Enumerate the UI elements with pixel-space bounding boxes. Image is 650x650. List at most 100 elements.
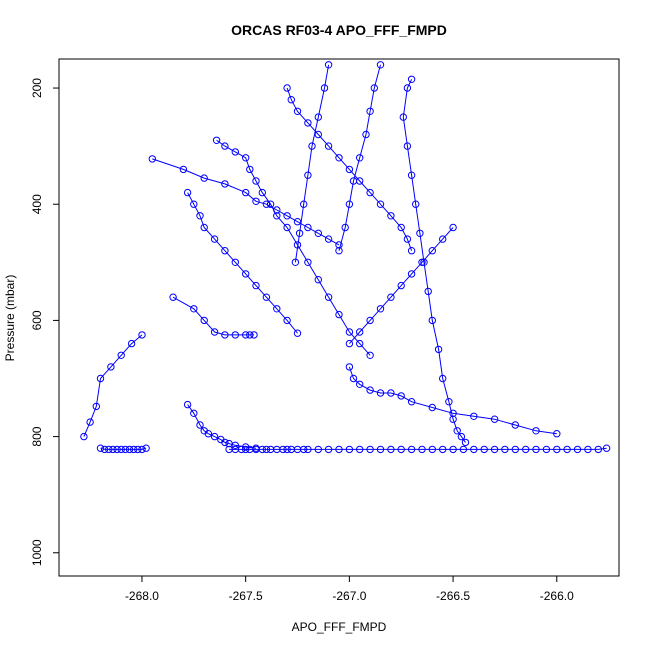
data-point: [532, 445, 540, 454]
data-point: [169, 293, 177, 301]
data-point: [335, 247, 343, 255]
series-12: [183, 400, 260, 452]
data-point: [86, 418, 94, 426]
data-point: [407, 445, 416, 454]
series-1: [80, 331, 146, 441]
data-point: [314, 229, 322, 238]
data-point: [356, 328, 364, 336]
data-point: [283, 84, 291, 92]
data-point: [335, 445, 343, 454]
data-point: [300, 200, 308, 208]
data-point: [117, 351, 125, 359]
data-point: [324, 235, 333, 243]
data-point: [304, 445, 312, 454]
data-point: [204, 430, 213, 438]
data-point: [314, 130, 322, 139]
data-point: [300, 445, 308, 454]
data-point: [407, 247, 416, 255]
data-point: [283, 445, 291, 454]
data-point: [324, 445, 333, 454]
data-point: [366, 351, 374, 359]
data-point: [356, 445, 364, 454]
data-point: [134, 445, 142, 454]
data-point: [200, 174, 208, 182]
data-point: [356, 380, 364, 388]
data-point: [121, 445, 130, 454]
data-point: [602, 444, 611, 452]
data-point: [142, 444, 150, 452]
data-point: [242, 445, 250, 454]
data-point: [314, 445, 322, 454]
data-point: [320, 84, 329, 92]
data-point: [370, 84, 378, 92]
data-point: [283, 316, 291, 325]
data-point: [428, 445, 436, 454]
data-point: [428, 316, 436, 325]
data-point: [258, 188, 266, 197]
data-point: [113, 445, 121, 454]
data-point: [283, 223, 291, 232]
data-point: [397, 281, 405, 290]
series-13: [291, 61, 333, 266]
x-tick-label: -268.0: [125, 589, 159, 603]
data-point: [200, 223, 208, 232]
data-point: [345, 445, 354, 454]
y-tick-label: 200: [30, 78, 44, 98]
data-point: [490, 415, 499, 423]
data-point: [210, 328, 219, 336]
data-point: [553, 445, 561, 454]
data-point: [439, 235, 447, 243]
data-point: [449, 445, 457, 454]
data-point: [210, 235, 219, 243]
data-point: [183, 188, 192, 197]
data-point: [179, 165, 188, 174]
data-point: [293, 218, 302, 226]
series-4: [148, 155, 343, 249]
data-point: [407, 270, 416, 278]
data-point: [449, 223, 457, 232]
data-point: [279, 445, 287, 454]
data-point: [231, 331, 240, 339]
data-point: [252, 177, 260, 185]
data-point: [449, 409, 457, 417]
data-point: [349, 177, 358, 185]
data-point: [304, 258, 312, 266]
chart-title: ORCAS RF03-4 APO_FFF_FMPD: [231, 22, 447, 38]
data-point: [183, 400, 192, 409]
data-point: [304, 223, 312, 232]
y-tick-label: 400: [30, 194, 44, 214]
x-tick-label: -266.0: [540, 589, 574, 603]
data-point: [242, 331, 250, 339]
data-point: [403, 235, 412, 243]
data-point: [304, 171, 312, 179]
series-line: [286, 87, 413, 251]
series-line: [338, 64, 381, 251]
x-axis-label: APO_FFF_FMPD: [292, 620, 387, 634]
series-line: [402, 79, 466, 443]
data-point: [262, 445, 271, 454]
data-point: [532, 427, 540, 435]
series-line: [152, 158, 340, 246]
series-line: [216, 139, 371, 356]
data-point: [345, 200, 354, 208]
data-point: [96, 374, 105, 383]
data-point: [109, 445, 117, 454]
series-14: [335, 61, 385, 255]
data-point: [231, 258, 240, 266]
data-point: [511, 445, 519, 454]
data-point: [366, 107, 374, 116]
data-point: [80, 432, 88, 441]
data-point: [221, 247, 229, 255]
data-point: [553, 430, 561, 438]
data-point: [127, 339, 136, 348]
data-point: [345, 363, 354, 371]
data-point: [335, 241, 343, 249]
data-point: [210, 432, 219, 441]
data-point: [221, 331, 229, 339]
series-line: [187, 192, 298, 334]
data-point: [366, 188, 374, 197]
data-point: [594, 445, 602, 454]
data-point: [457, 432, 466, 441]
data-point: [324, 293, 333, 301]
data-point: [250, 331, 258, 339]
